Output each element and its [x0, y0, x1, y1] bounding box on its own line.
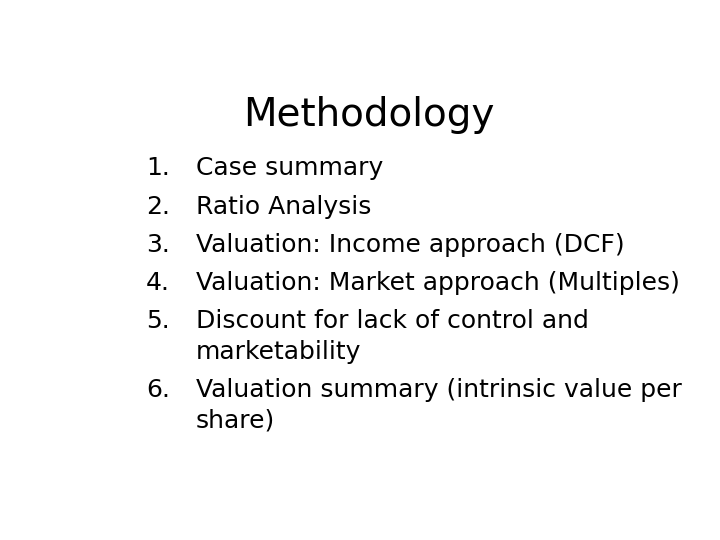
Text: 5.: 5. [145, 309, 169, 333]
Text: marketability: marketability [196, 340, 361, 363]
Text: 1.: 1. [145, 156, 170, 180]
Text: 4.: 4. [145, 271, 170, 295]
Text: Methodology: Methodology [243, 96, 495, 134]
Text: share): share) [196, 408, 275, 432]
Text: Ratio Analysis: Ratio Analysis [196, 194, 372, 219]
Text: Valuation: Income approach (DCF): Valuation: Income approach (DCF) [196, 233, 625, 257]
Text: Valuation summary (intrinsic value per: Valuation summary (intrinsic value per [196, 378, 682, 402]
Text: 6.: 6. [145, 378, 170, 402]
Text: 2.: 2. [145, 194, 170, 219]
Text: Valuation: Market approach (Multiples): Valuation: Market approach (Multiples) [196, 271, 680, 295]
Text: 3.: 3. [145, 233, 170, 257]
Text: Discount for lack of control and: Discount for lack of control and [196, 309, 589, 333]
Text: Case summary: Case summary [196, 156, 383, 180]
